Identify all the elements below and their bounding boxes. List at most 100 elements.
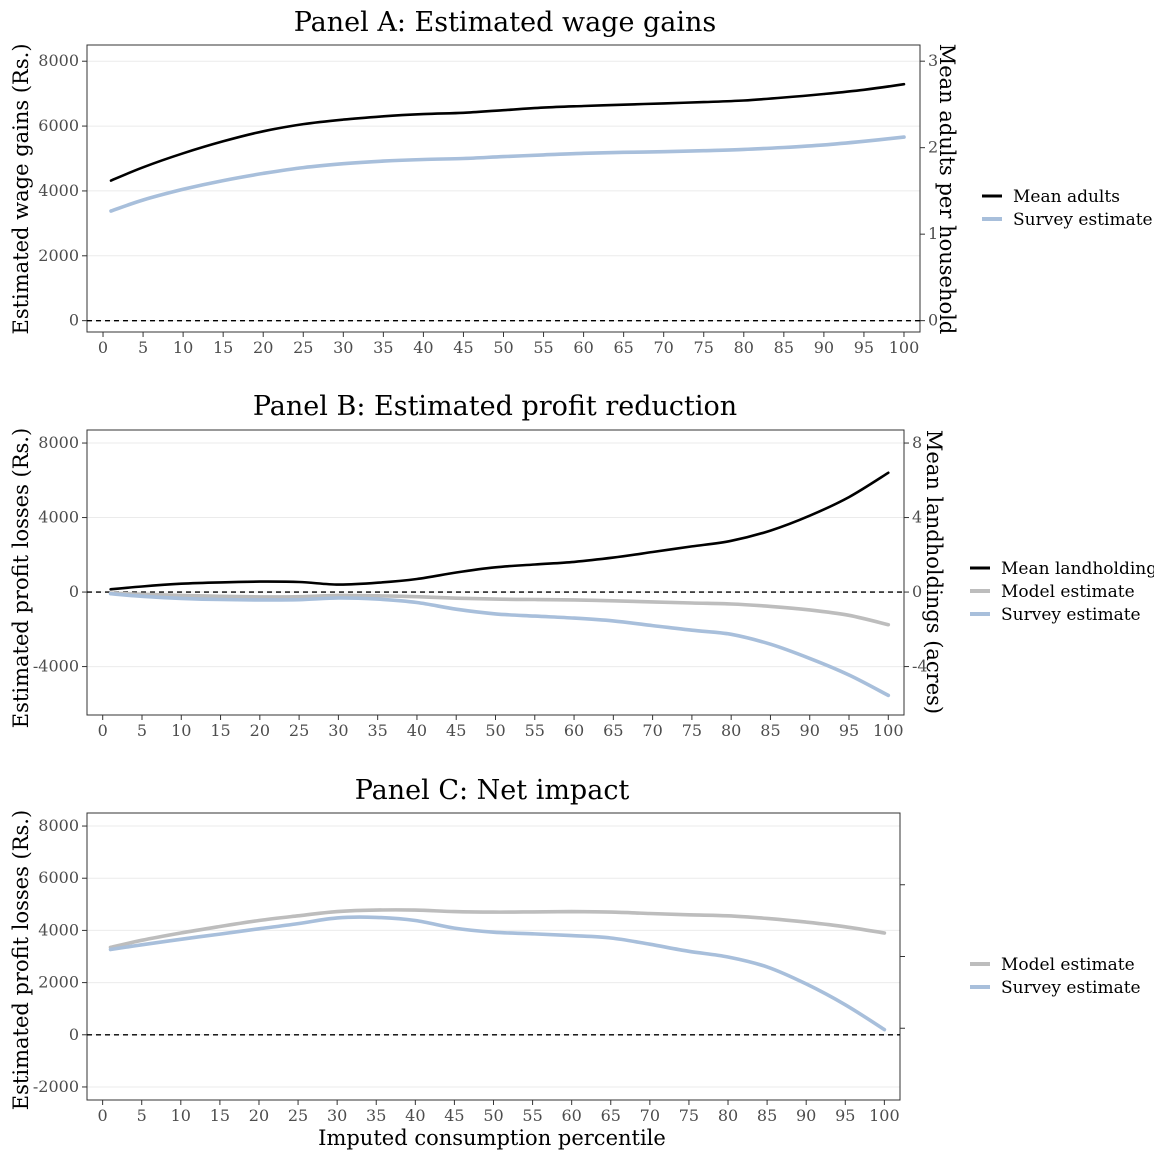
panel-c-x-tick-label: 25 bbox=[288, 1106, 308, 1125]
panel-b-x-tick-label: 55 bbox=[525, 721, 545, 740]
panel-a-right-tick-label: 0 bbox=[928, 311, 938, 330]
panel-b-x-tick-label: 70 bbox=[642, 721, 662, 740]
panel-c-x-tick-label: 40 bbox=[405, 1106, 425, 1125]
panel-b-x-tick-label: 40 bbox=[407, 721, 427, 740]
panel-a-x-tick-label: 15 bbox=[213, 338, 233, 357]
panel-a-y-tick-label: 6000 bbox=[38, 116, 79, 135]
panel-b-x-tick-label: 20 bbox=[250, 721, 270, 740]
panel-a-x-tick-label: 30 bbox=[333, 338, 353, 357]
panel-c-x-tick-label: 0 bbox=[98, 1106, 108, 1125]
panel-b-series-survey-estimate bbox=[108, 591, 891, 698]
panel-c-y-tick-label: 6000 bbox=[38, 868, 79, 887]
panel-a-legend-label-mean-adults: Mean adults bbox=[1013, 187, 1120, 207]
panel-b-x-tick-label: 30 bbox=[328, 721, 348, 740]
panel-a-y-tick-label: 4000 bbox=[38, 181, 79, 200]
panel-b-x-tick-label: 100 bbox=[873, 721, 904, 740]
panel-a-y-tick-label: 0 bbox=[69, 311, 79, 330]
panel-c-x-tick-label: 85 bbox=[757, 1106, 777, 1125]
panel-b-legend-label-survey-estimate: Survey estimate bbox=[1001, 605, 1141, 625]
panel-c-y-tick-label: -2000 bbox=[33, 1077, 79, 1096]
panel-a-x-tick-label: 0 bbox=[98, 338, 108, 357]
panel-a-x-tick-label: 45 bbox=[453, 338, 473, 357]
panel-c-x-tick-label: 80 bbox=[718, 1106, 738, 1125]
panel-c-x-tick-label: 100 bbox=[869, 1106, 900, 1125]
panel-c-y-tick-label: 8000 bbox=[38, 816, 79, 835]
panel-b: Panel B: Estimated profit reduction Esti… bbox=[9, 391, 1154, 740]
panel-b-x-tick-label: 15 bbox=[210, 721, 230, 740]
panel-b-y-tick-label: 4000 bbox=[38, 508, 79, 527]
panel-c-x-tick-label: 90 bbox=[796, 1106, 816, 1125]
panel-b-legend-label-mean-landholding: Mean landholding bbox=[1001, 559, 1154, 579]
panel-c-y-tick-label: 4000 bbox=[38, 920, 79, 939]
panel-c-y-tick-label: 0 bbox=[69, 1025, 79, 1044]
panel-c-frame bbox=[86, 812, 901, 1101]
panel-b-y-axis-label: Estimated profit losses (Rs.) bbox=[9, 428, 33, 728]
panel-a-x-tick-label: 100 bbox=[889, 338, 920, 357]
panel-a-y-axis-label: Estimated wage gains (Rs.) bbox=[9, 43, 33, 334]
panel-c-series-model-estimate bbox=[108, 908, 887, 950]
panel-a-y-tick-label: 8000 bbox=[38, 51, 79, 70]
panel-c-x-tick-label: 50 bbox=[483, 1106, 503, 1125]
panel-c-x-tick-label: 10 bbox=[171, 1106, 191, 1125]
panel-c-x-tick-label: 75 bbox=[679, 1106, 699, 1125]
panel-c-series-survey-estimate bbox=[108, 915, 887, 1032]
panel-b-y-tick-label: 8000 bbox=[38, 433, 79, 452]
panel-b-right-tick-label: -4 bbox=[912, 657, 928, 676]
panel-a-x-tick-label: 25 bbox=[293, 338, 313, 357]
panel-c-x-tick-label: 5 bbox=[137, 1106, 147, 1125]
panel-c-title: Panel C: Net impact bbox=[355, 775, 630, 806]
panel-a-right-tick-label: 1 bbox=[928, 224, 938, 243]
panel-a-x-tick-label: 75 bbox=[694, 338, 714, 357]
panel-b-x-tick-label: 85 bbox=[760, 721, 780, 740]
panel-b-right-axis-label: Mean landholdings (acres) bbox=[922, 430, 946, 714]
panel-c-x-tick-label: 65 bbox=[601, 1106, 621, 1125]
panel-b-x-tick-label: 45 bbox=[446, 721, 466, 740]
panel-a-y-tick-label: 2000 bbox=[38, 246, 79, 265]
panel-b-x-tick-label: 0 bbox=[98, 721, 108, 740]
panel-b-y-tick-label: 0 bbox=[69, 582, 79, 601]
panel-c-x-tick-label: 55 bbox=[522, 1106, 542, 1125]
panel-b-x-tick-label: 10 bbox=[171, 721, 191, 740]
panel-c-x-tick-label: 45 bbox=[444, 1106, 464, 1125]
panel-c-x-tick-label: 35 bbox=[366, 1106, 386, 1125]
panel-b-x-tick-label: 5 bbox=[137, 721, 147, 740]
panel-c-y-tick-label: 2000 bbox=[38, 973, 79, 992]
panel-c-x-tick-label: 20 bbox=[249, 1106, 269, 1125]
panel-b-right-tick-label: 0 bbox=[912, 582, 922, 601]
panel-a-series-mean-adults bbox=[109, 82, 906, 182]
panel-c-x-axis-label: Imputed consumption percentile bbox=[318, 1126, 666, 1150]
panel-b-right-tick-label: 4 bbox=[912, 508, 922, 527]
panel-a-x-tick-label: 10 bbox=[173, 338, 193, 357]
panel-a-x-tick-label: 50 bbox=[493, 338, 513, 357]
panel-a-right-tick-label: 2 bbox=[928, 138, 938, 157]
panel-b-x-tick-label: 35 bbox=[367, 721, 387, 740]
panel-a-x-tick-label: 85 bbox=[774, 338, 794, 357]
panel-b-x-tick-label: 90 bbox=[800, 721, 820, 740]
panel-a-x-tick-label: 20 bbox=[253, 338, 273, 357]
panel-a-x-tick-label: 80 bbox=[734, 338, 754, 357]
panel-c-x-tick-label: 15 bbox=[210, 1106, 230, 1125]
panel-b-right-tick-label: 8 bbox=[912, 433, 922, 452]
panel-a-right-axis-label: Mean adults per household bbox=[935, 44, 959, 335]
panel-b-x-tick-label: 50 bbox=[485, 721, 505, 740]
panel-c-x-tick-label: 70 bbox=[640, 1106, 660, 1125]
panel-c-y-axis-label: Estimated profit losses (Rs.) bbox=[9, 810, 33, 1110]
panel-b-legend-label-model-estimate: Model estimate bbox=[1001, 582, 1135, 602]
panel-a-x-tick-label: 95 bbox=[854, 338, 874, 357]
panel-a-x-tick-label: 5 bbox=[138, 338, 148, 357]
panel-a-x-tick-label: 40 bbox=[413, 338, 433, 357]
panel-b-x-tick-label: 80 bbox=[721, 721, 741, 740]
panel-b-x-tick-label: 25 bbox=[289, 721, 309, 740]
panel-b-y-tick-label: -4000 bbox=[33, 657, 79, 676]
panel-a-x-tick-label: 60 bbox=[573, 338, 593, 357]
panel-b-frame bbox=[86, 429, 905, 716]
panel-a-frame bbox=[86, 44, 921, 333]
panel-a-x-tick-label: 55 bbox=[533, 338, 553, 357]
panel-c-legend-label-survey-estimate: Survey estimate bbox=[1001, 978, 1141, 998]
panel-c-x-tick-label: 60 bbox=[561, 1106, 581, 1125]
panel-c-legend-label-model-estimate: Model estimate bbox=[1001, 955, 1135, 975]
panel-b-x-tick-label: 75 bbox=[682, 721, 702, 740]
panel-b-series-mean-landholding bbox=[109, 471, 890, 591]
panel-a-title: Panel A: Estimated wage gains bbox=[294, 7, 717, 38]
